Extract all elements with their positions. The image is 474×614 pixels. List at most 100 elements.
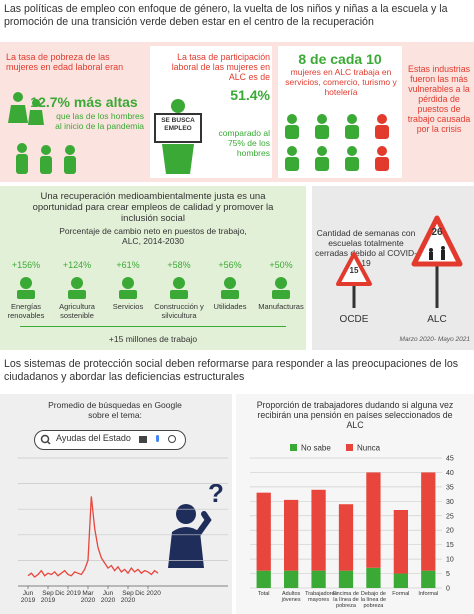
sector-label: Agricultura sostenible <box>59 302 95 320</box>
panel-highlight: 51.4% <box>230 87 270 103</box>
change-value: +61% <box>116 260 140 270</box>
sign-label: ALC <box>427 314 447 325</box>
sign-label: OCDE <box>339 314 369 325</box>
x-tick-label: Total <box>257 591 270 597</box>
change-value: +58% <box>167 260 191 270</box>
panel-intro: La tasa de pobreza de las mujeres en eda… <box>6 52 124 72</box>
x-tick-label: Debajo de la línea de pobreza <box>360 591 387 609</box>
worker-icons <box>285 114 389 171</box>
bar <box>393 510 408 574</box>
line-chart <box>18 457 228 589</box>
sign-person <box>154 99 202 174</box>
legend-swatch <box>346 444 353 451</box>
change-value: +124% <box>62 260 92 270</box>
panel-highlight: 12.7% más altas <box>30 94 138 110</box>
panel-outro: mujeres en ALC trabaja en servicios, com… <box>285 67 397 97</box>
line <box>27 496 159 578</box>
women-icons <box>8 92 44 125</box>
x-tick-label: Jun 2019 <box>20 590 36 604</box>
panel-outro: que las de los hombres al inicio de la p… <box>55 111 144 131</box>
y-tick-label: 25 <box>446 513 454 520</box>
schools-period: Marzo 2020- Mayo 2021 <box>399 336 470 343</box>
chart-title: Promedio de búsquedas en Google sobre el… <box>48 400 182 420</box>
header-title: Las políticas de empleo con enfoque de g… <box>4 3 448 28</box>
x-tick-label: Informal <box>418 591 439 597</box>
y-tick-label: 15 <box>446 542 454 549</box>
sector-label: Utilidades <box>213 302 247 311</box>
chart-title: Proporción de trabajadores dudando si al… <box>256 400 454 430</box>
y-tick-label: 45 <box>446 456 454 463</box>
y-tick-label: 20 <box>446 528 454 535</box>
change-value: +50% <box>269 260 293 270</box>
sign-value: 15 <box>349 266 359 275</box>
search-icons <box>40 434 176 445</box>
sector-icon <box>170 277 188 299</box>
x-tick-label: Encima de la línea de pobreza <box>333 591 359 609</box>
sector-icon <box>221 277 239 299</box>
legend-label: Nunca <box>357 444 381 453</box>
svg-text:?: ? <box>208 484 224 508</box>
sector-label: Servicios <box>112 302 144 311</box>
panel-highlight: 8 de cada 10 <box>298 51 382 67</box>
y-tick-label: 10 <box>446 557 454 564</box>
y-tick-label: 5 <box>446 571 450 578</box>
sector-label: Construcción y silvicultura <box>154 302 204 320</box>
green-section <box>0 186 306 350</box>
x-tick-label: Mar 2020 <box>80 590 96 604</box>
green-intro: Una recuperación medioambientalmente jus… <box>32 191 274 224</box>
y-tick-label: 40 <box>446 470 454 477</box>
y-tick-label: 35 <box>446 484 454 491</box>
y-tick-label: 30 <box>446 499 454 506</box>
sector-label: Manufacturas <box>258 302 304 311</box>
x-tick-label: Formal <box>392 591 410 597</box>
bar <box>284 570 299 588</box>
bar-chart: 0 5 10 15 20 25 30 35 40 45 No sabe Nunca <box>250 444 454 593</box>
y-tick-label: 0 <box>446 586 450 593</box>
change-value: +56% <box>218 260 242 270</box>
section-title: Los sistemas de protección social deben … <box>4 358 459 383</box>
x-tick-label: Adultos jóvenes <box>281 591 301 603</box>
sector-label: Energías renovables <box>7 302 45 320</box>
children-icons <box>16 143 76 174</box>
bar <box>421 472 436 571</box>
bar <box>338 570 354 588</box>
panel-intro: La tasa de participación laboral de las … <box>171 52 270 82</box>
divider <box>20 326 286 327</box>
road-signs <box>336 215 463 308</box>
schools-title: Cantidad de semanas con escuelas totalme… <box>314 228 418 268</box>
bar <box>366 567 381 588</box>
bar <box>311 489 326 571</box>
green-total: +15 millones de trabajo <box>108 334 198 344</box>
sign-value: 26 <box>431 227 443 238</box>
search-bar <box>34 430 186 450</box>
bar <box>338 504 354 571</box>
x-tick-label: Jun 2020 <box>100 590 116 604</box>
x-tick-label: Sep 2020 <box>120 590 136 604</box>
sector-icon <box>17 277 35 299</box>
sector-icon <box>68 277 86 299</box>
change-value: +156% <box>11 260 41 270</box>
legend-label: No sabe <box>301 444 331 453</box>
search-text: Ayudas del Estado <box>56 433 131 443</box>
sign-text: SE BUSCA EMPLEO <box>161 117 195 132</box>
legend-swatch <box>290 444 297 451</box>
panel-outro: comparado al 75% de los hombres <box>218 128 270 158</box>
green-subtitle: Porcentaje de cambio neto en puestos de … <box>59 226 247 246</box>
bar <box>284 499 299 571</box>
bar <box>256 492 271 571</box>
schools-section <box>312 186 474 350</box>
panel-outro: Estas industrias fueron las más vulnerab… <box>407 64 471 134</box>
bar <box>311 570 326 588</box>
bar <box>393 573 408 588</box>
x-tick-label: Dic 2020 <box>135 590 161 597</box>
bar <box>366 472 381 568</box>
panel-box <box>278 46 402 178</box>
x-tick-label: Dic 2019 <box>55 590 81 597</box>
x-tick-label: Sep 2019 <box>40 590 56 604</box>
x-tick-label: Trabajadores mayores <box>305 591 338 603</box>
bar <box>421 570 436 588</box>
sector-icon <box>272 277 290 299</box>
sector-icon <box>119 277 137 299</box>
bar <box>256 570 271 588</box>
